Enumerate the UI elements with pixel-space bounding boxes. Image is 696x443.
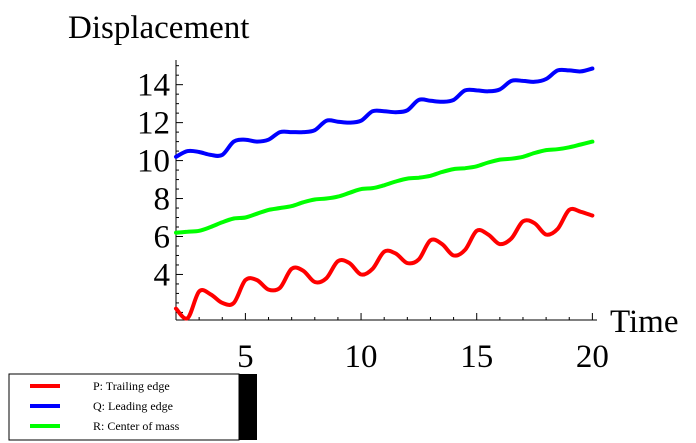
legend-label-3: R: Center of mass — [93, 419, 180, 433]
y-tick-label: 10 — [137, 144, 170, 180]
x-tick-label: 20 — [576, 339, 609, 375]
y-axis-label: Displacement — [68, 10, 249, 46]
y-tick-label: 4 — [154, 257, 171, 293]
x-axis-label: Time — [610, 304, 678, 340]
x-tick-labels: 5 10 15 20 — [237, 339, 609, 375]
x-tick-label: 5 — [237, 339, 254, 375]
legend-entries: P: Trailing edge Q: Leading edge R: Center… — [30, 379, 180, 433]
y-tick-label: 6 — [154, 219, 171, 255]
y-minor-ticks — [176, 65, 183, 313]
series-line-2 — [174, 66, 595, 159]
legend-label-1: P: Trailing edge — [93, 379, 170, 393]
series-line-1 — [174, 206, 595, 321]
legend: P: Trailing edge Q: Leading edge R: Center… — [8, 373, 257, 441]
y-tick-label: 8 — [154, 182, 171, 218]
x-tick-label: 10 — [345, 339, 378, 375]
x-minor-ticks — [175, 313, 593, 320]
legend-label-2: Q: Leading edge — [93, 399, 173, 413]
x-tick-label: 15 — [460, 339, 493, 375]
series-lines — [174, 66, 595, 321]
legend-shadow — [239, 374, 257, 440]
series-line-3 — [174, 139, 595, 235]
y-tick-label: 12 — [137, 106, 170, 142]
y-tick-label: 14 — [137, 68, 170, 104]
